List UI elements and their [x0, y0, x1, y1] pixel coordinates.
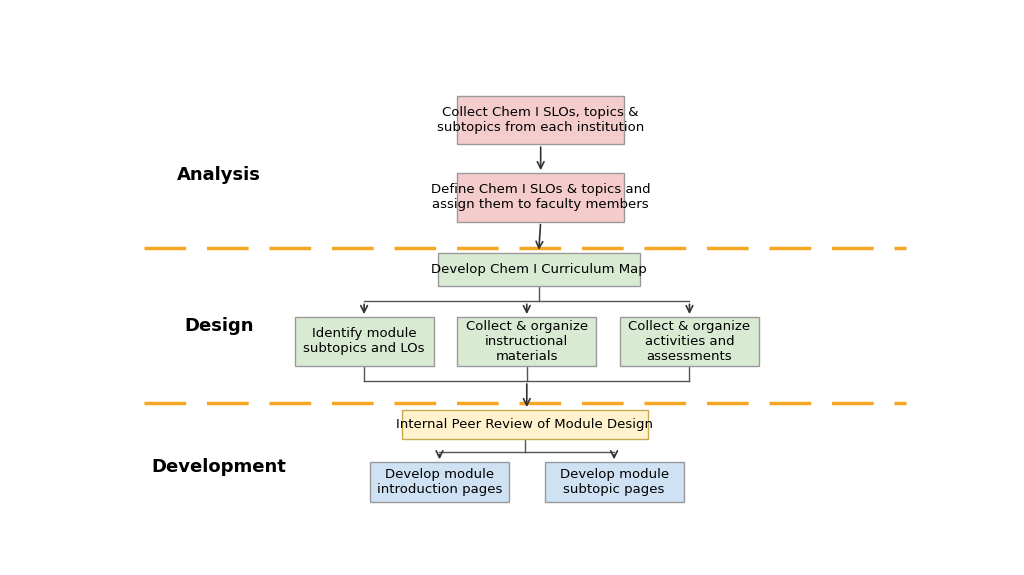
Text: Develop module
subtopic pages: Develop module subtopic pages	[559, 468, 669, 496]
Text: Analysis: Analysis	[177, 166, 261, 184]
FancyBboxPatch shape	[620, 317, 759, 366]
FancyBboxPatch shape	[545, 462, 684, 502]
FancyBboxPatch shape	[370, 462, 509, 502]
FancyBboxPatch shape	[401, 410, 648, 439]
FancyBboxPatch shape	[458, 173, 624, 222]
Text: Design: Design	[184, 317, 254, 335]
Text: Define Chem I SLOs & topics and
assign them to faculty members: Define Chem I SLOs & topics and assign t…	[431, 183, 650, 212]
FancyBboxPatch shape	[437, 253, 640, 286]
Text: Collect & organize
activities and
assessments: Collect & organize activities and assess…	[629, 320, 751, 363]
Text: Internal Peer Review of Module Design: Internal Peer Review of Module Design	[396, 418, 653, 431]
Text: Collect Chem I SLOs, topics &
subtopics from each institution: Collect Chem I SLOs, topics & subtopics …	[437, 106, 644, 134]
FancyBboxPatch shape	[295, 317, 433, 366]
FancyBboxPatch shape	[458, 95, 624, 144]
Text: Develop module
introduction pages: Develop module introduction pages	[377, 468, 502, 496]
Text: Develop Chem I Curriculum Map: Develop Chem I Curriculum Map	[431, 263, 646, 276]
Text: Collect & organize
instructional
materials: Collect & organize instructional materia…	[466, 320, 588, 363]
Text: Development: Development	[152, 458, 287, 477]
FancyBboxPatch shape	[458, 317, 596, 366]
Text: Identify module
subtopics and LOs: Identify module subtopics and LOs	[303, 327, 425, 355]
